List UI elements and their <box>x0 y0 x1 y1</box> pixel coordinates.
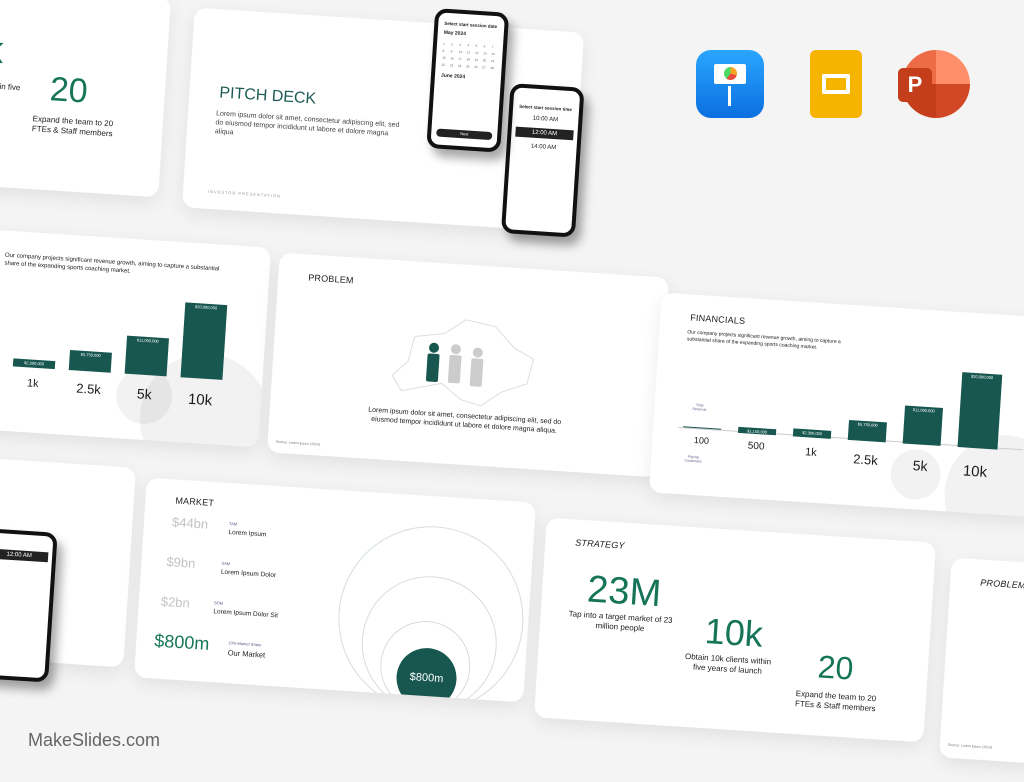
month-label: June 2024 <box>440 72 466 81</box>
financials-body: Our company projects significant revenue… <box>4 252 220 275</box>
customers-label: Paying Customers <box>684 454 702 464</box>
stat-caption: Obtain 10k clients within five years of … <box>684 651 772 676</box>
market-label: Lorem Ipsum Dolor Sit <box>213 608 279 620</box>
customer-count: 1k <box>26 377 39 391</box>
market-label: Lorem Ipsum <box>228 529 267 539</box>
bar: $1,150,000 <box>737 426 777 436</box>
pitch-footer: INVESTOR PRESENTATION <box>207 188 282 199</box>
keynote-icon <box>696 50 764 118</box>
slide-market[interactable]: MARKET $44bn TAM Lorem Ipsum $9bn SAM Lo… <box>133 477 537 703</box>
slide-problem-partial[interactable]: PROBLEM Source: Lorem Ipsum (2024) <box>938 557 1024 782</box>
stat-caption: Obtain 10k clients within five years of … <box>0 77 21 93</box>
financials-body: Our company projects significant revenue… <box>686 329 841 351</box>
bar: $5,750,000 <box>68 350 112 373</box>
customer-count: 2.5k <box>75 380 102 398</box>
google-slides-icon <box>810 50 862 118</box>
slide-financials-partial[interactable]: Our company projects significant revenue… <box>0 222 272 448</box>
phone-title: Select start session time <box>519 103 573 113</box>
pitch-title: PITCH DECK <box>218 84 317 108</box>
stat-value: 10k <box>0 26 5 73</box>
market-value: $2bn <box>160 593 191 611</box>
market-value: $9bn <box>165 554 196 571</box>
bar: $20,000,000 <box>957 372 1003 450</box>
problem-title: PROBLEM <box>979 577 1024 591</box>
stat-caption: Expand the team to 20 FTEs & Staff membe… <box>31 114 114 139</box>
stat-caption: Expand the team to 20 FTEs & Staff membe… <box>794 689 877 714</box>
slide-phones-partial[interactable]: 12:00 AM <box>0 442 137 683</box>
stat-value: 20 <box>48 70 89 111</box>
slide-strategy[interactable]: STRATEGY 23M Tap into a target market of… <box>533 517 937 743</box>
revenue-label: Total Revenue <box>692 403 707 412</box>
stat-value: 20 <box>816 648 855 687</box>
customer-count: 10k <box>187 390 213 410</box>
market-tag: SAM <box>221 560 231 567</box>
market-tag: SOM <box>213 600 224 606</box>
bar: $5,750,000 <box>847 419 887 443</box>
customer-count: 100 <box>693 435 710 446</box>
pitch-body: Lorem ipsum dolor sit amet, consectetur … <box>214 110 400 138</box>
customer-count: 2.5k <box>852 451 879 468</box>
next-button: Next <box>436 128 493 141</box>
customer-count: 5k <box>136 385 153 403</box>
market-value: $44bn <box>171 514 209 532</box>
market-tag: 10% Market Share <box>228 640 262 648</box>
month-label: May 2024 <box>443 29 467 38</box>
market-title: MARKET <box>175 495 215 509</box>
market-value: $800m <box>153 630 210 654</box>
stat-value: 23M <box>585 568 663 616</box>
strategy-title: STRATEGY <box>574 537 625 551</box>
person-icon <box>447 344 484 387</box>
person-icon-highlighted <box>425 342 440 382</box>
map-outline-icon <box>391 319 535 407</box>
bar: $11,000,000 <box>902 405 943 446</box>
bar: $2,300,000 <box>12 358 56 370</box>
phone-mockup-time: Select start session time 10:00 AM 12:00… <box>500 83 585 238</box>
customer-count: 1k <box>804 446 818 459</box>
slide-strategy-partial[interactable]: 10k Obtain 10k clients within five years… <box>0 0 172 198</box>
problem-source: Source: Lorem Ipsum (2024) <box>947 742 993 750</box>
customer-count: 5k <box>912 457 929 475</box>
time-option: 10:00 AM <box>532 115 559 124</box>
time-option: 14:00 AM <box>530 143 557 152</box>
slide-problem[interactable]: PROBLEM Lorem ipsum dolor sit amet, cons… <box>266 252 670 478</box>
phone-mockup-time: 12:00 AM <box>0 528 58 683</box>
phone-title: Select start session date <box>444 20 498 30</box>
bar: $2,300,000 <box>792 428 832 439</box>
powerpoint-icon: P <box>898 50 970 118</box>
financials-title: FINANCIALS <box>689 312 746 327</box>
bar: $20,000,000 <box>180 302 228 380</box>
market-label: Our Market <box>227 648 266 660</box>
customer-count: 10k <box>962 462 988 481</box>
time-option-selected: 12:00 AM <box>0 548 49 563</box>
customer-count: 500 <box>747 440 765 453</box>
time-option-selected: 12:00 AM <box>515 126 574 141</box>
problem-source: Source: Lorem Ipsum (2024) <box>275 439 321 447</box>
brand-watermark: MakeSlides.com <box>28 730 161 750</box>
bar: $11,000,000 <box>124 335 169 377</box>
market-label: Lorem Ipsum Dolor <box>220 568 277 580</box>
market-tag: TAM <box>228 521 238 527</box>
slide-financials[interactable]: FINANCIALS Our company projects signific… <box>648 292 1024 518</box>
stat-value: 10k <box>703 610 765 655</box>
slide-pitch-deck[interactable]: PITCH DECK Lorem ipsum dolor sit amet, c… <box>181 7 585 238</box>
calendar-grid: 1 2 3 4 5 6 7 8 9 10 11 12 13 14 15 16 17 18 19 20 21 22 23 24 2… <box>441 41 495 71</box>
problem-title: PROBLEM <box>307 272 354 286</box>
